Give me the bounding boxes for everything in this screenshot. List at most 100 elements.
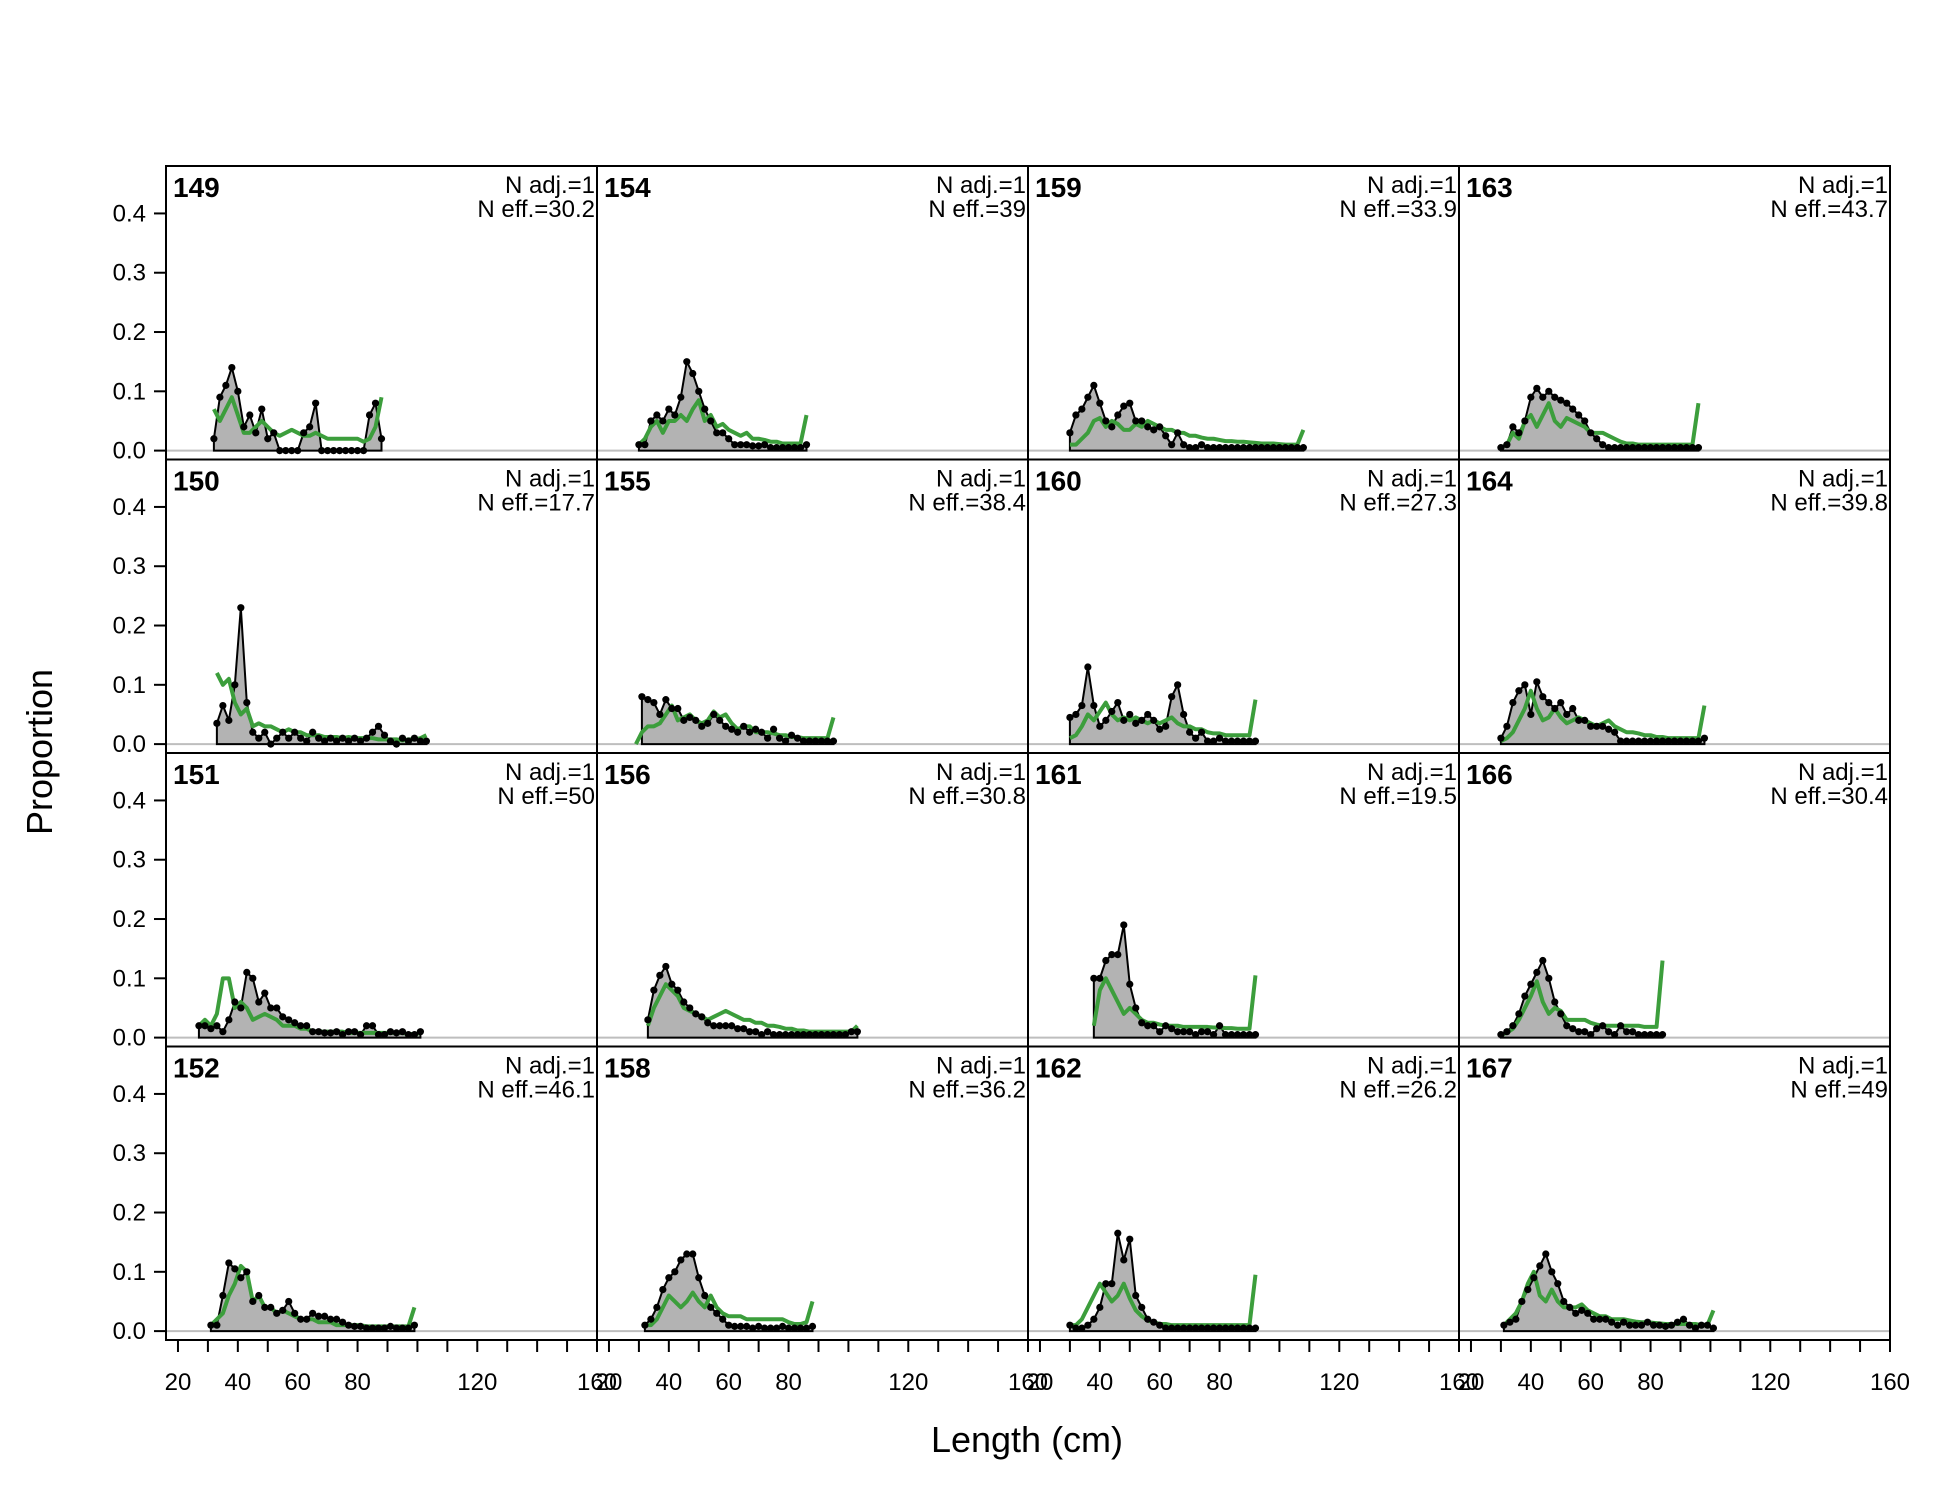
observed-point bbox=[225, 716, 233, 724]
observed-point bbox=[255, 998, 263, 1006]
observed-point bbox=[276, 447, 284, 455]
observed-point bbox=[701, 405, 709, 413]
observed-point bbox=[1156, 423, 1164, 431]
observed-point bbox=[365, 411, 374, 419]
observed-point bbox=[1581, 1028, 1589, 1036]
observed-point bbox=[1646, 1031, 1655, 1039]
observed-area bbox=[1068, 1233, 1257, 1333]
observed-point bbox=[719, 1315, 727, 1323]
observed-point bbox=[416, 737, 425, 745]
expected-line bbox=[1069, 415, 1306, 447]
observed-point bbox=[195, 1022, 203, 1030]
observed-point bbox=[213, 719, 221, 727]
observed-point bbox=[1162, 1022, 1170, 1030]
observed-point bbox=[1640, 1031, 1649, 1039]
observed-point bbox=[638, 693, 646, 701]
panel-label: 160 bbox=[1035, 466, 1082, 497]
x-tick-label: 40 bbox=[1517, 1369, 1544, 1396]
observed-point bbox=[341, 447, 350, 455]
observed-point bbox=[1186, 1028, 1194, 1036]
observed-point bbox=[784, 1324, 793, 1332]
observed-point bbox=[1192, 1324, 1200, 1332]
observed-point bbox=[1557, 1010, 1565, 1018]
observed-point bbox=[285, 1297, 293, 1306]
observed-point bbox=[1593, 1025, 1601, 1033]
observed-point bbox=[1132, 417, 1140, 425]
observed-point bbox=[1545, 699, 1553, 707]
observed-point bbox=[1539, 693, 1547, 701]
observed-point bbox=[1174, 1324, 1182, 1332]
observed-point bbox=[1503, 1028, 1511, 1036]
observed-point bbox=[683, 1250, 691, 1258]
observed-point bbox=[231, 681, 239, 689]
observed-point bbox=[1150, 1022, 1158, 1030]
n-eff-label: N eff.=43.7 bbox=[1770, 196, 1888, 223]
observed-point bbox=[1227, 1324, 1236, 1332]
x-axis-title: Length (cm) bbox=[931, 1419, 1123, 1460]
observed-point bbox=[1138, 1303, 1146, 1311]
observed-point bbox=[1587, 1031, 1595, 1039]
observed-point bbox=[303, 1315, 311, 1323]
n-adj-label: N adj.=1 bbox=[936, 1053, 1026, 1080]
panel-166: 166 N adj.=1N eff.=30.4 bbox=[1458, 752, 1891, 1048]
observed-point bbox=[1539, 393, 1547, 401]
observed-point bbox=[1120, 921, 1128, 929]
observed-point bbox=[356, 1031, 365, 1039]
x-tick-label: 120 bbox=[1750, 1369, 1790, 1396]
observed-point bbox=[772, 1324, 781, 1332]
observed-point bbox=[1114, 699, 1122, 707]
observed-point bbox=[1500, 1321, 1508, 1329]
observed-point bbox=[228, 363, 236, 372]
observed-point bbox=[811, 737, 820, 745]
observed-point bbox=[1634, 737, 1643, 745]
observed-point bbox=[656, 971, 664, 979]
expected-line bbox=[637, 398, 809, 447]
observed-point bbox=[1515, 429, 1523, 437]
observed-point bbox=[416, 1028, 425, 1036]
panel-163: 163 N adj.=1N eff.=43.7 bbox=[1458, 165, 1891, 461]
panel-158: 158 N adj.=1N eff.=36.2 bbox=[596, 1045, 1029, 1341]
observed-point bbox=[1631, 1321, 1640, 1329]
observed-point bbox=[1640, 444, 1649, 452]
observed-point bbox=[258, 405, 266, 413]
observed-point bbox=[1120, 1256, 1128, 1264]
observed-point bbox=[1090, 701, 1098, 710]
observed-point bbox=[755, 442, 763, 450]
y-tick-label: 0.3 bbox=[113, 260, 146, 287]
observed-point bbox=[1605, 725, 1613, 733]
observed-point bbox=[1281, 444, 1290, 452]
observed-point bbox=[740, 1025, 748, 1033]
observed-point bbox=[1676, 444, 1685, 452]
observed-point bbox=[1599, 441, 1607, 449]
observed-point bbox=[1239, 737, 1248, 745]
observed-point bbox=[1533, 968, 1541, 976]
observed-point bbox=[1640, 737, 1649, 745]
panel-149: 149 N adj.=1N eff.=30.2 bbox=[165, 165, 598, 461]
observed-point bbox=[207, 1321, 215, 1329]
observed-point bbox=[261, 728, 269, 736]
observed-point bbox=[1509, 423, 1517, 431]
y-tick-label: 0.1 bbox=[113, 1259, 146, 1286]
observed-point bbox=[1168, 1324, 1176, 1332]
observed-point bbox=[309, 1309, 317, 1317]
observed-point bbox=[1661, 1322, 1670, 1330]
observed-point bbox=[641, 441, 649, 449]
observed-point bbox=[1628, 737, 1637, 745]
observed-point bbox=[1688, 737, 1697, 745]
observed-point bbox=[309, 1028, 317, 1036]
observed-point bbox=[1703, 1321, 1712, 1329]
observed-point bbox=[1162, 432, 1170, 440]
observed-point bbox=[294, 447, 302, 455]
observed-point bbox=[353, 447, 362, 455]
observed-point bbox=[758, 728, 766, 736]
observed-point bbox=[327, 1029, 335, 1037]
observed-point bbox=[1602, 1315, 1610, 1323]
observed-point bbox=[835, 1031, 844, 1039]
observed-area bbox=[637, 358, 808, 452]
observed-point bbox=[1626, 1321, 1634, 1329]
observed-point bbox=[1180, 1028, 1188, 1036]
observed-point bbox=[1599, 1022, 1607, 1030]
n-eff-label: N eff.=19.5 bbox=[1339, 783, 1457, 810]
observed-point bbox=[1620, 1318, 1628, 1326]
observed-point bbox=[1643, 1318, 1652, 1326]
